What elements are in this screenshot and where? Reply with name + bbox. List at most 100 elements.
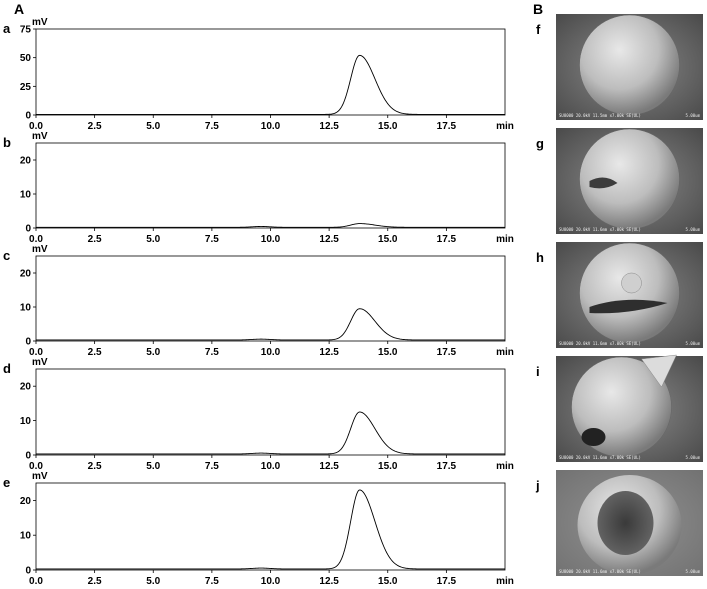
sem-caption: SU8000 20.0kV 11.5mm x7.00k SE(UL) (559, 113, 641, 118)
x-tick-label: 12.5 (319, 461, 339, 472)
sem-scale-label: 5.00um (686, 569, 701, 574)
chromatogram-trace (36, 489, 505, 570)
chromatogram-d: d mV 0 10 20 0.0 2.5 5.0 7.5 10.0 12.5 15.0 17.5 min (3, 357, 514, 472)
x-tick-label: 7.5 (205, 576, 219, 587)
sem-scale-label: 5.00um (686, 113, 701, 118)
x-tick-label: 10.0 (261, 121, 281, 132)
sem-image-label: g (536, 136, 544, 151)
x-axis-label: min (496, 234, 514, 245)
subplot-label: a (3, 21, 11, 36)
plot-frame (35, 255, 506, 342)
chromatogram-e: e mV 0 10 20 0.0 2.5 5.0 7.5 10.0 12.5 15.0 17.5 min (3, 471, 514, 587)
sem-scale-label: 5.00um (686, 455, 701, 460)
x-tick-label: 12.5 (319, 576, 339, 587)
x-tick-label: 2.5 (88, 234, 102, 245)
sem-particle (579, 14, 680, 116)
x-tick-label: 2.5 (88, 461, 102, 472)
subplot-label: b (3, 135, 11, 150)
sem-image-g: SU8000 20.0kV 11.6mm x7.00k SE(UL) 5.00um… (536, 128, 703, 234)
sem-crack (589, 299, 668, 314)
panel-b-label: B (533, 1, 543, 17)
x-tick-label: 15.0 (378, 576, 398, 587)
sem-caption: SU8000 20.0kV 11.6mm x7.00k SE(UL) (559, 341, 641, 346)
y-tick-label: 20 (20, 156, 32, 167)
y-tick-label: 20 (20, 382, 32, 393)
sem-particle (579, 128, 680, 230)
y-tick-label: 50 (20, 53, 32, 64)
y-tick-label: 0 (25, 337, 31, 348)
plot-frame (35, 368, 506, 456)
subplot-label: e (3, 475, 10, 490)
chromatogram-c: c mV 0 10 20 0.0 2.5 5.0 7.5 10.0 12.5 15.0 17.5 min (3, 244, 514, 358)
x-tick-label: 2.5 (88, 121, 102, 132)
x-tick-label: 17.5 (437, 121, 457, 132)
y-tick-label: 0 (25, 224, 31, 235)
y-axis-unit: mV (32, 357, 48, 368)
x-tick-label: 17.5 (437, 461, 457, 472)
x-tick-label: 12.5 (319, 347, 339, 358)
x-tick-label: 17.5 (437, 576, 457, 587)
y-tick-label: 20 (20, 496, 32, 507)
x-tick-label: 0.0 (29, 576, 43, 587)
x-tick-label: 5.0 (146, 576, 160, 587)
chromatogram-trace (36, 308, 505, 341)
x-tick-label: 0.0 (29, 461, 43, 472)
x-axis-label: min (496, 461, 514, 472)
x-axis-label: min (496, 121, 514, 132)
x-tick-label: 12.5 (319, 121, 339, 132)
x-tick-label: 17.5 (437, 234, 457, 245)
y-axis-unit: mV (32, 131, 48, 142)
y-tick-label: 25 (20, 82, 32, 93)
sem-scale-label: 5.00um (686, 227, 701, 232)
sem-image-label: j (535, 478, 540, 493)
sem-flake (641, 354, 677, 388)
sem-caption: SU8000 20.0kV 11.6mm x7.00k SE(UL) (559, 569, 641, 574)
plot-frame (35, 142, 506, 229)
sem-image-label: i (536, 364, 540, 379)
x-tick-label: 15.0 (378, 347, 398, 358)
sem-image-i: SU8000 20.0kV 11.6mm x7.00k SE(UL) 5.00um… (536, 354, 703, 462)
x-tick-label: 0.0 (29, 121, 43, 132)
x-tick-label: 17.5 (437, 347, 457, 358)
x-tick-label: 5.0 (146, 461, 160, 472)
y-tick-label: 0 (25, 111, 31, 122)
x-tick-label: 10.0 (261, 234, 281, 245)
x-axis-label: min (496, 576, 514, 587)
sem-hole (581, 428, 606, 446)
chromatogram-a: a mV 0 25 50 75 0.0 2.5 5.0 7.5 10.0 12.5 15.0 17.5 mi… (3, 17, 514, 132)
y-tick-label: 0 (25, 451, 31, 462)
x-axis-label: min (496, 347, 514, 358)
y-tick-label: 10 (20, 416, 32, 427)
x-tick-label: 15.0 (378, 234, 398, 245)
chromatogram-trace (36, 411, 505, 455)
panel-a-label: A (14, 1, 24, 17)
x-tick-label: 5.0 (146, 234, 160, 245)
sem-crack (589, 177, 618, 189)
x-tick-label: 12.5 (319, 234, 339, 245)
y-axis-unit: mV (32, 471, 48, 482)
x-tick-label: 10.0 (261, 347, 281, 358)
plot-frame (35, 28, 506, 116)
y-axis-unit: mV (32, 244, 48, 255)
sem-caption: SU8000 20.0kV 11.6mm x7.00k SE(UL) (559, 227, 641, 232)
y-axis-unit: mV (32, 17, 48, 28)
y-tick-label: 75 (20, 25, 32, 36)
sem-image-f: SU8000 20.0kV 11.5mm x7.00k SE(UL) 5.00um… (536, 14, 703, 120)
sem-caption: SU8000 20.0kV 11.6mm x7.00k SE(UL) (559, 455, 641, 460)
x-tick-label: 15.0 (378, 461, 398, 472)
sem-cavity (597, 491, 654, 555)
subplot-label: d (3, 361, 11, 376)
x-tick-label: 10.0 (261, 576, 281, 587)
plot-frame (35, 482, 506, 571)
x-tick-label: 10.0 (261, 461, 281, 472)
sem-image-column: SU8000 20.0kV 11.5mm x7.00k SE(UL) 5.00um… (535, 14, 703, 576)
x-tick-label: 5.0 (146, 347, 160, 358)
y-tick-label: 10 (20, 303, 32, 314)
chromatogram-b: b mV 0 10 20 0.0 2.5 5.0 7.5 10.0 12.5 15.0 17.5 min (3, 131, 514, 245)
x-tick-label: 7.5 (205, 234, 219, 245)
y-tick-label: 20 (20, 269, 32, 280)
sem-debris (621, 272, 642, 294)
subplot-label: c (3, 248, 10, 263)
